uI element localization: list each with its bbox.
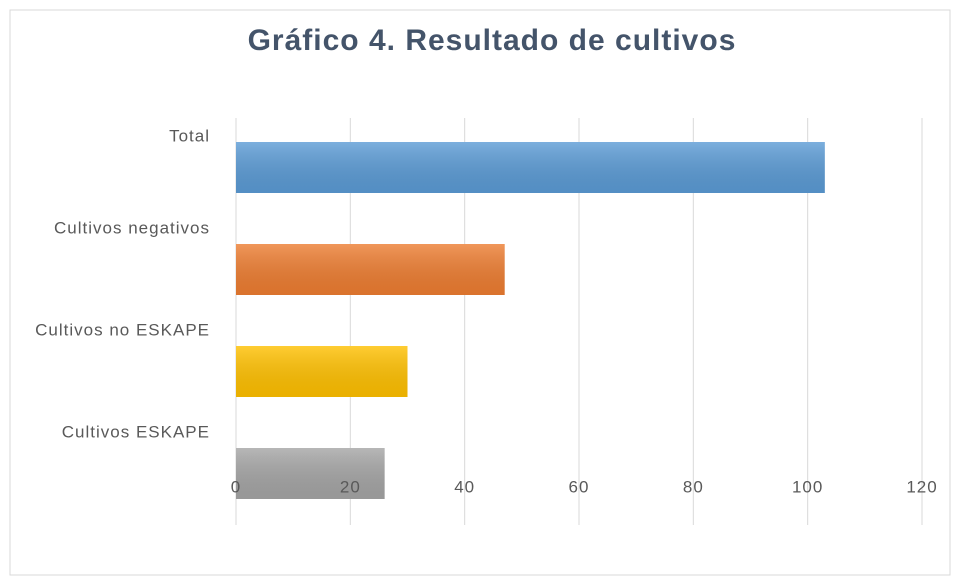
- y-tick-label: Cultivos negativos: [54, 218, 210, 237]
- x-tick-label: 120: [906, 477, 937, 496]
- y-tick-label: Cultivos no ESKAPE: [35, 320, 210, 339]
- chart-title: Gráfico 4. Resultado de cultivos: [248, 24, 737, 57]
- x-tick-label: 0: [231, 477, 241, 496]
- bar-shade: [236, 244, 505, 295]
- bar-shade: [236, 142, 825, 193]
- x-tick-label: 80: [683, 477, 704, 496]
- x-tick-label: 40: [454, 477, 475, 496]
- bar-shade: [236, 448, 385, 499]
- y-tick-label: Total: [169, 126, 210, 145]
- x-tick-label: 100: [792, 477, 823, 496]
- x-tick-label: 20: [340, 477, 361, 496]
- x-tick-label: 60: [569, 477, 590, 496]
- y-tick-label: Cultivos ESKAPE: [62, 422, 210, 441]
- bar-shade: [236, 346, 408, 397]
